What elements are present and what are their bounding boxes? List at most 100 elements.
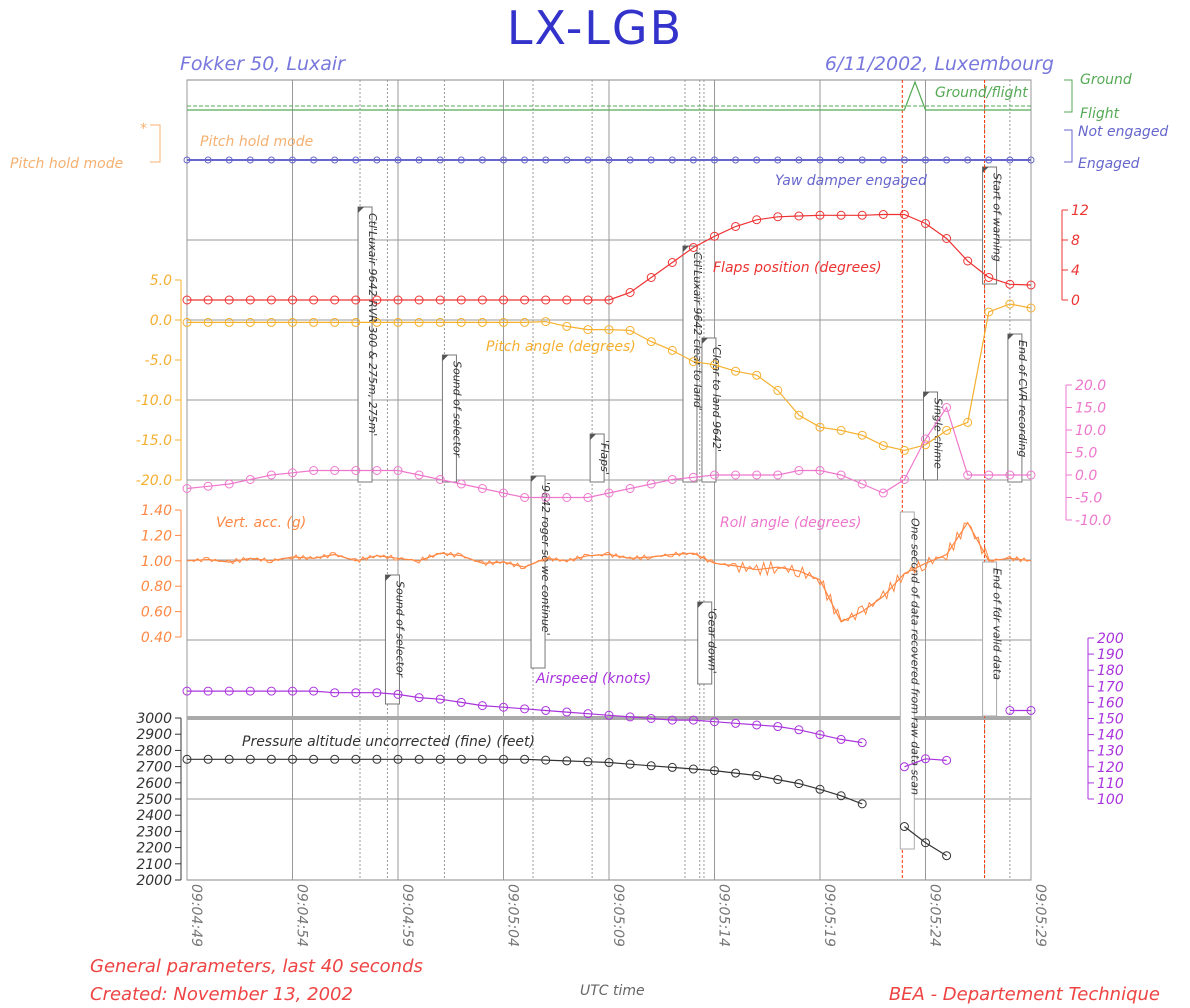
flaps-point <box>625 288 635 297</box>
airspeed-point <box>477 701 487 711</box>
roll-point <box>309 466 319 475</box>
airspeed-point <box>372 688 382 698</box>
vert_acc-tick-label: 0.80 <box>141 579 172 595</box>
vert_acc-tick-label: 0.40 <box>141 630 172 646</box>
yaw-damper-point <box>521 156 529 164</box>
pitch-tick-label: -15.0 <box>136 433 172 449</box>
roll-tick-label: 20.0 <box>1075 378 1106 394</box>
x-tick-label: 09:04:49 <box>188 884 204 947</box>
x-tick-label: 09:05:09 <box>610 884 626 947</box>
altitude-series-label: Pressure altitude uncorrected (fine) (fe… <box>242 734 535 750</box>
flaps-point <box>288 295 297 305</box>
event-box <box>357 206 373 483</box>
altitude-point <box>372 754 382 764</box>
flaps-point <box>1026 280 1036 290</box>
pitch-series-label: Pitch angle (degrees) <box>486 339 636 355</box>
roll-point <box>393 466 403 475</box>
flaps-series-line <box>187 213 1032 301</box>
altitude-point <box>435 754 445 764</box>
pitch-point <box>330 317 340 327</box>
airspeed-tick-label: 160 <box>1097 695 1124 711</box>
roll-point <box>456 479 466 489</box>
pitch-point <box>625 325 635 335</box>
pitch-point <box>182 317 192 327</box>
event-flag <box>385 575 392 581</box>
event-label: Start of warning <box>991 173 1004 262</box>
yaw-damper-point <box>457 156 465 164</box>
roll-point <box>899 475 909 484</box>
flaps-point <box>372 295 382 305</box>
airspeed-point <box>710 717 719 727</box>
altitude-point <box>815 784 825 794</box>
pitch-tick-label: 5.0 <box>150 273 172 289</box>
pitch-point <box>456 317 466 327</box>
chart-subtitle-right: 6/11/2002, Luxembourg <box>825 53 1054 75</box>
flaps-point <box>646 273 656 282</box>
ground-flight-label: Ground/flight <box>935 85 1028 101</box>
pitch-point <box>731 366 741 376</box>
yaw-damper-point <box>1006 156 1014 164</box>
flaps-point <box>456 295 466 305</box>
pitch-point <box>963 417 973 427</box>
ground-flight-line <box>187 80 1031 111</box>
airspeed-point <box>288 686 297 696</box>
flaps-tick-label: 8 <box>1071 233 1080 249</box>
roll-point <box>963 470 973 480</box>
x-tick-label: 09:05:24 <box>927 884 943 947</box>
flaps-tick-label: 0 <box>1071 293 1080 309</box>
flaps-point <box>815 210 825 220</box>
pitch-point <box>245 317 255 327</box>
altitude-tick-label: 2400 <box>136 808 172 824</box>
yaw-damper-point <box>753 156 761 164</box>
footer-created: Created: November 13, 2002 <box>90 984 353 1005</box>
roll-point <box>731 470 741 480</box>
airspeed-point <box>857 738 867 748</box>
vert_acc-tick-label: 1.40 <box>141 503 172 519</box>
airspeed-point <box>203 686 213 696</box>
yaw-damper-point <box>500 156 507 164</box>
altitude-series-line <box>187 758 947 857</box>
event-flag <box>697 602 704 608</box>
roll-point <box>1005 470 1015 480</box>
altitude-point <box>710 766 719 776</box>
yaw-damper-point <box>542 156 550 164</box>
airspeed-point <box>625 712 635 722</box>
roll-point <box>794 466 804 475</box>
flaps-point <box>499 295 508 305</box>
fdr-marker-label: One second of data recovered from raw da… <box>908 518 921 795</box>
roll-point <box>836 470 846 480</box>
vertacc-series-label: Vert. acc. (g) <box>216 515 306 531</box>
altitude-point <box>182 754 192 764</box>
roll-point <box>625 484 635 493</box>
pitch-point <box>604 325 614 335</box>
flaps-point <box>921 219 930 228</box>
yaw-damper-point <box>795 156 803 164</box>
flaps-point <box>414 295 424 305</box>
roll-point <box>583 493 593 502</box>
pitch-point <box>857 430 867 440</box>
roll-point <box>435 475 445 484</box>
event-label: 'Gear down' <box>706 608 719 674</box>
yaw-damper-point <box>183 156 191 164</box>
pitch-tick-label: -10.0 <box>136 393 172 409</box>
event-label: Ctl'Luxair 9642 RVR 300 & 275m, 275m' <box>366 213 379 436</box>
event-box <box>697 601 713 685</box>
roll-point <box>921 434 930 444</box>
flaps-series-label: Flaps position (degrees) <box>713 260 882 276</box>
flaps-point <box>710 231 719 241</box>
roll-point <box>688 472 698 482</box>
airspeed-point <box>942 755 952 765</box>
flaps-point <box>309 295 319 305</box>
pitch-point <box>477 317 487 327</box>
altitude-point <box>266 754 276 764</box>
altitude-point <box>541 755 551 765</box>
fdr-marker-box <box>982 561 998 717</box>
altitude-point <box>393 754 403 764</box>
flaps-point <box>182 295 192 305</box>
airspeed-point <box>731 718 741 728</box>
altitude-point <box>625 759 635 769</box>
ground-flight-bracket <box>1064 79 1073 113</box>
airspeed-point <box>520 704 530 714</box>
event-flag <box>358 207 365 213</box>
airspeed-point <box>266 686 276 696</box>
